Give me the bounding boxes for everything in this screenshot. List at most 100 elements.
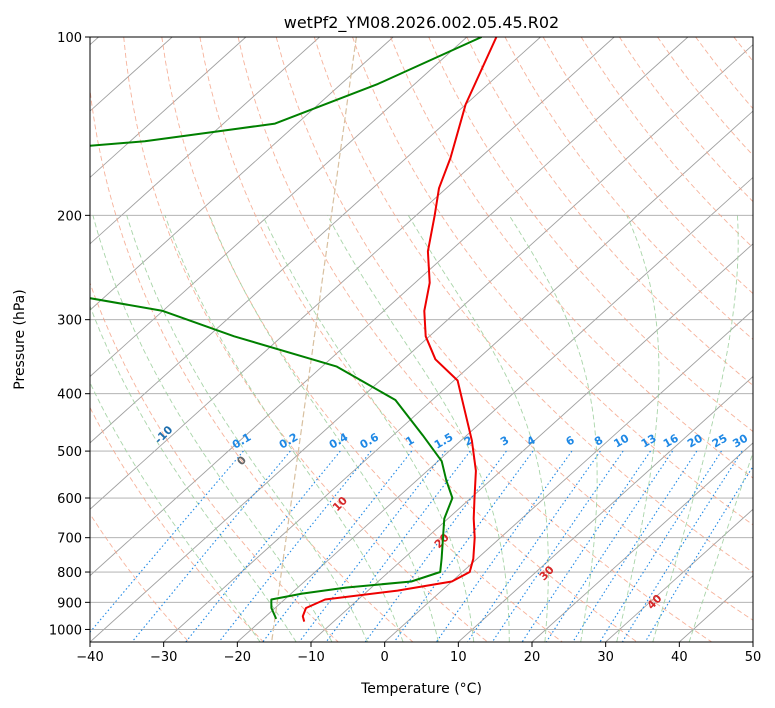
moist-adiabat-line <box>508 215 598 642</box>
dry-adiabat-line <box>504 37 753 340</box>
x-tick-label: −20 <box>224 650 251 665</box>
chart-title: wetPf2_YM08.2026.002.05.45.R02 <box>284 13 559 33</box>
thermal-guide-line <box>271 37 357 642</box>
isotherm-line <box>90 37 689 577</box>
isotherm-line <box>679 575 753 642</box>
isotherm-line <box>531 442 753 642</box>
moist-adiabat-line <box>90 304 297 642</box>
mixing-ratio-label: 0.6 <box>358 430 382 451</box>
dry-adiabat-line <box>733 37 753 62</box>
mixing-ratio-label: 20 <box>685 431 705 450</box>
isotherm-line <box>237 176 753 642</box>
dry-adiabat-line <box>657 37 753 156</box>
dry-adiabat-label: 0 <box>234 453 249 468</box>
y-tick-label: 600 <box>57 492 82 507</box>
mixing-ratio-line <box>644 465 753 642</box>
dry-adiabat-line <box>90 406 264 642</box>
isobar-lines <box>90 37 753 630</box>
mixing-ratio-line <box>185 450 341 642</box>
isotherm-line <box>90 37 468 378</box>
mixing-ratio-line <box>262 450 413 642</box>
dry-adiabat-line <box>542 37 753 295</box>
dry-adiabat-line <box>90 281 339 642</box>
isotherm-line <box>752 641 753 642</box>
isotherm-line <box>90 44 753 642</box>
isotherm-lines <box>90 37 753 642</box>
isotherm-line <box>90 37 394 311</box>
y-tick-label: 900 <box>57 596 82 611</box>
isotherm-line <box>90 37 541 444</box>
x-tick-label: −10 <box>297 650 324 665</box>
moist-adiabat-line <box>652 215 739 642</box>
moist-adiabat-line <box>688 451 753 642</box>
y-tick-label: 1000 <box>49 623 82 638</box>
plot-frame <box>89 36 754 643</box>
isotherm-line <box>90 37 247 179</box>
x-tick-label: 30 <box>597 650 614 665</box>
y-tick-label: 700 <box>57 532 82 547</box>
mixing-ratio-label: 6 <box>564 433 577 448</box>
y-tick-label: 200 <box>57 209 82 224</box>
x-tick-label: 50 <box>745 650 762 665</box>
y-tick-label: 800 <box>57 566 82 581</box>
dry-adiabat-line <box>695 37 753 110</box>
dry-adiabat-label: 40 <box>645 592 665 612</box>
x-tick-label: 40 <box>671 650 688 665</box>
isotherm-line <box>163 110 753 642</box>
x-axis-label: Temperature (°C) <box>360 681 482 697</box>
y-tick-label: 400 <box>57 388 82 403</box>
dry-adiabat-line <box>580 37 753 249</box>
isotherm-line <box>458 375 753 642</box>
moist-adiabat-line <box>209 215 439 642</box>
mixing-ratio-lines <box>90 450 753 642</box>
x-tick-label: 10 <box>450 650 467 665</box>
mixing-ratio-line <box>393 450 534 642</box>
isotherm-line <box>90 37 615 510</box>
adiabat-labels: 0.10.20.40.611.52346810131620253036-100-… <box>90 380 771 612</box>
dry-adiabat-line <box>161 37 563 642</box>
sounding-series-line <box>301 37 498 622</box>
dry-adiabat-line <box>90 513 190 642</box>
sounding-series <box>90 37 498 622</box>
moist-adiabat-line <box>90 381 261 642</box>
mixing-ratio-label: 25 <box>710 432 730 451</box>
mixing-ratio-line <box>621 450 743 642</box>
mixing-ratio-label: 36 <box>751 431 771 450</box>
dry-adiabat-line <box>313 37 753 573</box>
moist-adiabat-line <box>407 215 549 642</box>
isotherm-line <box>310 243 753 642</box>
x-tick-label: −40 <box>76 650 103 665</box>
mixing-ratio-line <box>572 450 698 642</box>
moist-adiabat-line <box>327 215 510 642</box>
moist-adiabat-line <box>164 215 404 642</box>
plot-area: 0.10.20.40.611.52346810131620253036-100-… <box>90 37 771 642</box>
moist-adiabat-lines <box>90 215 753 642</box>
thermal-guide-curve <box>271 37 357 642</box>
mixing-ratio-label: 10 <box>611 431 631 450</box>
isotherm-line <box>605 508 753 642</box>
sounding-series-line <box>90 37 483 620</box>
dry-adiabat-line <box>466 37 753 386</box>
mixing-ratio-label: 16 <box>661 431 681 450</box>
mixing-ratio-line <box>218 450 372 642</box>
moist-adiabat-line <box>262 215 475 642</box>
mixing-ratio-line <box>467 450 601 642</box>
dry-adiabat-lines <box>90 37 753 642</box>
y-tick-label: 500 <box>57 445 82 460</box>
dry-adiabat-line <box>237 37 712 642</box>
moist-adiabat-line <box>92 215 333 642</box>
moist-adiabat-line <box>126 215 369 642</box>
x-tick-label: 20 <box>524 650 541 665</box>
x-tick-label: −30 <box>150 650 177 665</box>
y-tick-label: 100 <box>57 31 82 46</box>
mixing-ratio-line <box>298 450 446 642</box>
mixing-ratio-label: 1 <box>403 434 416 449</box>
mixing-ratio-line <box>521 450 651 642</box>
dry-adiabat-line <box>199 37 638 642</box>
dry-adiabat-line <box>619 37 753 203</box>
dry-adiabat-line <box>352 37 753 526</box>
mixing-ratio-line <box>364 450 507 642</box>
dry-adiabat-line <box>90 86 414 642</box>
mixing-ratio-line <box>491 450 624 642</box>
